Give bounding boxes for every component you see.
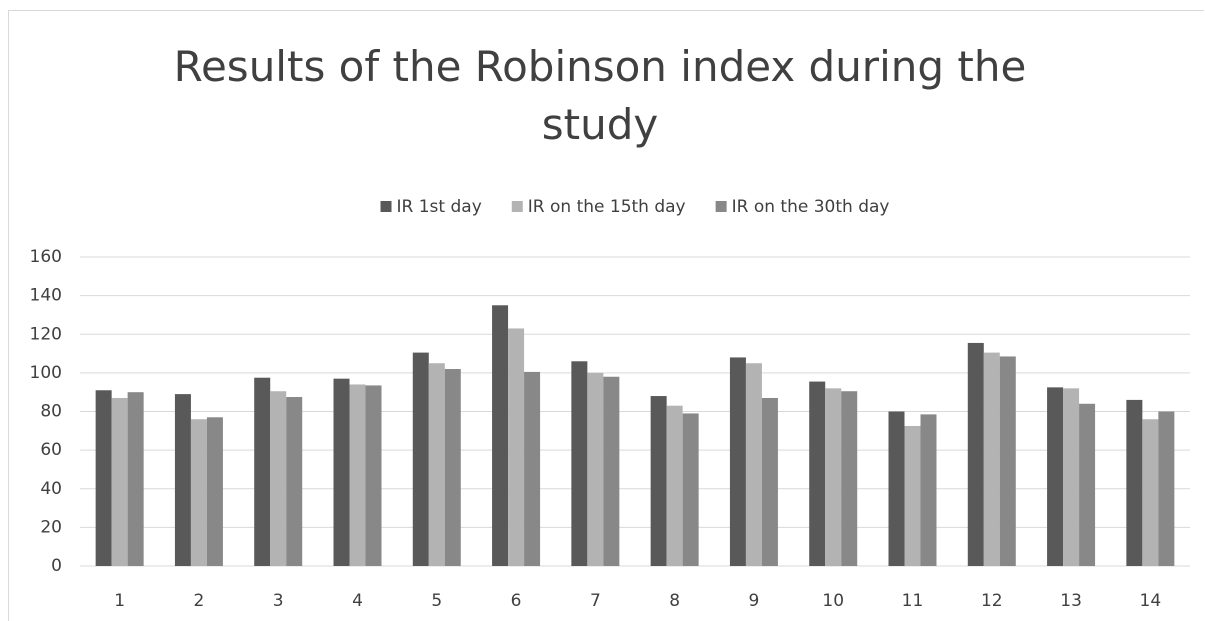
bar: [492, 305, 509, 566]
bar: [841, 391, 858, 566]
x-tick-label: 3: [273, 591, 284, 611]
bar: [983, 352, 1000, 566]
x-tick-label: 14: [1140, 591, 1162, 611]
bar: [1079, 403, 1096, 566]
bar: [190, 419, 207, 566]
chart-title: Results of the Robinson index during the…: [173, 42, 1027, 149]
bar: [603, 376, 620, 566]
bar: [111, 397, 128, 566]
y-tick-label: 60: [40, 440, 62, 460]
y-tick-label: 80: [40, 402, 62, 422]
legend-label: IR 1st day: [397, 197, 482, 217]
bar: [333, 378, 350, 566]
legend-swatch: [715, 201, 727, 212]
bar: [745, 363, 762, 566]
bar: [365, 385, 382, 566]
y-tick-label: 0: [51, 556, 62, 576]
x-tick-label: 7: [590, 591, 601, 611]
bar: [349, 384, 366, 566]
x-tick-label: 1: [114, 591, 125, 611]
x-tick-label: 6: [511, 591, 522, 611]
y-tick-label: 140: [30, 286, 62, 306]
bar: [428, 363, 445, 566]
x-tick-label: 10: [822, 591, 844, 611]
bar: [508, 328, 525, 566]
x-tick-label: 2: [194, 591, 205, 611]
x-tick-label: 11: [902, 591, 924, 611]
bar: [967, 342, 984, 566]
chart-frame: [8, 10, 1204, 621]
bar: [825, 388, 842, 566]
bar: [286, 397, 303, 566]
bar: [904, 425, 921, 566]
bar: [809, 381, 826, 566]
bar: [1142, 419, 1159, 566]
bar: [127, 392, 144, 566]
bar: [920, 414, 937, 566]
legend-label: IR on the 30th day: [732, 197, 890, 217]
x-tick-label: 4: [352, 591, 363, 611]
bar: [444, 369, 461, 566]
x-tick-label: 13: [1060, 591, 1082, 611]
bar: [587, 372, 604, 566]
y-tick-label: 120: [30, 324, 62, 344]
x-tick-label: 9: [749, 591, 760, 611]
bar: [666, 405, 683, 566]
y-tick-label: 40: [40, 479, 62, 499]
bar: [206, 417, 223, 566]
bar: [1063, 388, 1080, 566]
bar: [571, 361, 588, 566]
bar: [524, 371, 541, 566]
bar: [761, 397, 778, 566]
x-tick-label: 8: [669, 591, 680, 611]
bar: [999, 356, 1016, 566]
legend-label: IR on the 15th day: [528, 197, 686, 217]
bar: [650, 396, 667, 566]
x-tick-label: 5: [431, 591, 442, 611]
bar: [95, 390, 112, 566]
bar: [1158, 411, 1175, 566]
bar: [729, 357, 746, 566]
bar: [888, 411, 905, 566]
bar: [1047, 387, 1064, 566]
y-tick-label: 100: [30, 363, 62, 383]
bar: [412, 352, 429, 566]
legend-swatch: [380, 201, 392, 212]
bar: [254, 377, 271, 566]
bar: [270, 391, 287, 566]
y-tick-label: 20: [40, 517, 62, 537]
x-tick-label: 12: [981, 591, 1003, 611]
bar: [682, 413, 699, 566]
bar: [174, 394, 191, 566]
legend-swatch: [511, 201, 523, 212]
bar: [1126, 399, 1143, 566]
y-tick-label: 160: [30, 247, 62, 267]
